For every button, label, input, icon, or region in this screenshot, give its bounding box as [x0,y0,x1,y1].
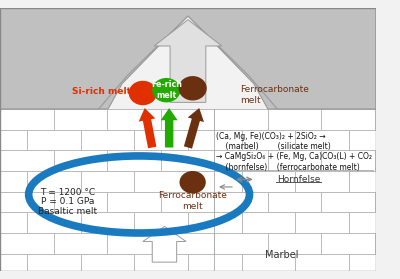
Text: (Ca, Mg, Fe)(CO₃)₂ + 2SiO₂ →: (Ca, Mg, Fe)(CO₃)₂ + 2SiO₂ → [216,131,326,141]
Text: Fe-rich
melt: Fe-rich melt [151,80,182,100]
Bar [54,192,107,212]
Bar [188,171,242,192]
Bar [214,109,268,130]
Bar [375,192,400,212]
Bar [268,109,321,130]
Bar [54,150,107,171]
FancyArrow shape [184,108,204,149]
Bar [161,150,214,171]
Bar [349,212,400,233]
FancyArrow shape [161,108,178,148]
Bar [295,130,349,150]
Bar [0,109,376,130]
Bar [0,130,376,150]
Bar [349,254,400,271]
Bar [27,130,81,150]
Bar [214,192,268,212]
Bar [134,130,188,150]
Bar [0,150,376,171]
Bar [295,212,349,233]
Bar [27,212,81,233]
Bar [161,192,214,212]
Bar [242,254,295,271]
Bar [0,150,54,171]
FancyArrow shape [143,227,186,262]
Text: P = 0.1 GPa: P = 0.1 GPa [41,198,94,206]
Bar [295,171,349,192]
Bar [107,109,161,130]
Bar [0,212,27,233]
Bar [0,192,54,212]
Text: Hornfelse: Hornfelse [277,175,320,184]
Bar [375,233,400,254]
Bar [161,233,214,254]
Text: Ferrocarbonate
melt: Ferrocarbonate melt [158,191,227,211]
Bar [321,233,375,254]
Bar [242,171,295,192]
Polygon shape [0,8,376,109]
Bar [0,233,54,254]
Bar [268,233,321,254]
Bar [161,109,214,130]
Text: Marbel: Marbel [265,250,299,260]
Text: T = 1200 °C: T = 1200 °C [40,188,95,197]
Bar [268,150,321,171]
Bar [0,130,27,150]
Text: (hornfelse)    (ferrocarbonate melt): (hornfelse) (ferrocarbonate melt) [216,163,360,172]
Bar [0,233,376,254]
Bar [27,254,81,271]
Bar [54,109,107,130]
Ellipse shape [129,81,157,105]
Bar [242,212,295,233]
Bar [107,192,161,212]
Bar [27,171,81,192]
Bar [0,171,27,192]
Bar [81,130,134,150]
Bar [81,254,134,271]
Bar [321,192,375,212]
Bar [188,130,242,150]
Ellipse shape [178,76,207,100]
Bar [375,109,400,130]
Bar [134,212,188,233]
Bar [0,109,54,130]
Bar [349,130,400,150]
Bar [0,171,376,192]
Text: Basaltic melt: Basaltic melt [38,207,97,216]
Bar [242,130,295,150]
Bar [0,254,376,271]
Ellipse shape [180,171,206,194]
Bar [321,109,375,130]
Ellipse shape [152,78,180,102]
Bar [134,254,188,271]
Text: (marbel)        (silicate melt): (marbel) (silicate melt) [216,142,331,151]
Bar [0,254,27,271]
Bar [188,212,242,233]
Bar [349,171,400,192]
Bar [0,192,376,212]
Bar [188,254,242,271]
Bar [134,171,188,192]
Bar [321,150,375,171]
Bar [214,150,268,171]
Bar [295,254,349,271]
Bar [214,233,268,254]
Bar [54,233,107,254]
Bar [107,233,161,254]
Bar [0,212,376,233]
Bar [375,150,400,171]
Text: Ferrocarbonate
melt: Ferrocarbonate melt [240,85,308,105]
Bar [81,212,134,233]
Text: Si-rich melt: Si-rich melt [72,86,131,96]
Bar [81,171,134,192]
FancyArrow shape [139,108,156,148]
FancyArrow shape [154,20,222,102]
Bar [107,150,161,171]
Polygon shape [0,8,376,109]
Bar [268,192,321,212]
Text: → CaMgSi₂O₆ + (Fe, Mg, Ca)CO₃(L) + CO₂: → CaMgSi₂O₆ + (Fe, Mg, Ca)CO₃(L) + CO₂ [216,152,372,161]
